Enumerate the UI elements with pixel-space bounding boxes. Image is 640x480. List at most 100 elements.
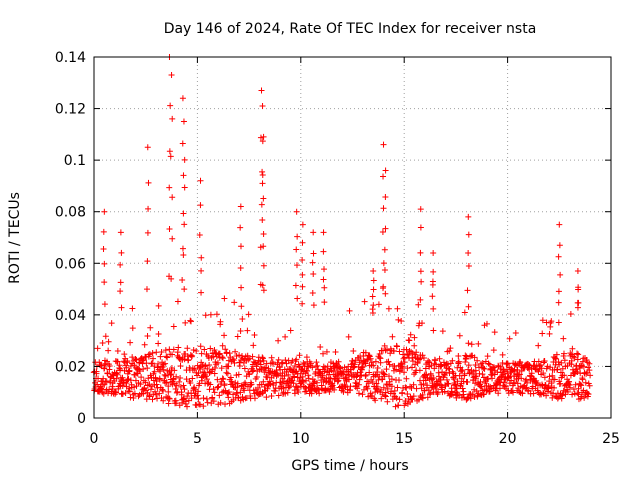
data-point [204, 365, 211, 372]
data-point [232, 348, 239, 355]
data-point [541, 374, 548, 381]
data-point [313, 359, 320, 366]
data-point [561, 372, 568, 379]
data-point [497, 363, 504, 370]
data-point [119, 390, 126, 397]
data-point [506, 335, 513, 342]
data-point [189, 375, 196, 382]
data-point [197, 343, 204, 350]
data-point [326, 388, 333, 395]
data-point [380, 173, 387, 180]
data-point [403, 384, 410, 391]
data-point [179, 245, 186, 252]
data-point [142, 379, 149, 386]
data-point [420, 354, 427, 361]
data-point [580, 363, 587, 370]
data-point [362, 349, 369, 356]
data-point [575, 385, 582, 392]
data-point [398, 318, 405, 325]
data-point [395, 377, 402, 384]
data-point [362, 360, 369, 367]
data-point [179, 140, 186, 147]
data-point [500, 382, 507, 389]
data-point [367, 390, 374, 397]
data-point [145, 353, 152, 360]
data-point [143, 360, 150, 367]
data-point [407, 331, 414, 338]
data-point [104, 370, 111, 377]
data-point [217, 399, 224, 406]
data-point [124, 359, 131, 366]
data-point [481, 365, 488, 372]
data-point [320, 276, 327, 283]
data-point [553, 351, 560, 358]
data-point [181, 386, 188, 393]
data-point [571, 371, 578, 378]
data-point [180, 210, 187, 217]
data-point [173, 400, 180, 407]
data-point [123, 364, 130, 371]
data-point [259, 354, 266, 361]
data-point [164, 354, 171, 361]
data-point [195, 388, 202, 395]
data-point [447, 360, 454, 367]
data-point [504, 370, 511, 377]
data-point [480, 365, 487, 372]
data-point [181, 156, 188, 163]
data-point [574, 304, 581, 311]
data-point [224, 370, 231, 377]
data-point [145, 205, 152, 212]
data-point [369, 293, 376, 300]
data-point [225, 363, 232, 370]
data-point [284, 389, 291, 396]
data-point [179, 277, 186, 284]
data-point [540, 389, 547, 396]
data-point [237, 243, 244, 250]
data-point [472, 367, 479, 374]
data-point [204, 399, 211, 406]
data-point [370, 286, 377, 293]
data-point [197, 366, 204, 373]
data-point [366, 369, 373, 376]
data-point [290, 380, 297, 387]
data-point [460, 388, 467, 395]
data-point [495, 362, 502, 369]
data-point [197, 202, 204, 209]
data-point [101, 279, 108, 286]
data-point [411, 334, 418, 341]
data-point [479, 371, 486, 378]
data-point [335, 358, 342, 365]
data-point [455, 353, 462, 360]
data-point [140, 357, 147, 364]
data-point [214, 359, 221, 366]
data-point [556, 221, 563, 228]
data-point [201, 363, 208, 370]
data-point [299, 300, 306, 307]
data-point [299, 283, 306, 290]
data-point [347, 383, 354, 390]
data-point [561, 357, 568, 364]
data-point [355, 390, 362, 397]
data-point [259, 138, 266, 145]
data-point [113, 389, 120, 396]
data-point [570, 353, 577, 360]
data-point [137, 367, 144, 374]
data-point [166, 395, 173, 402]
data-point [548, 318, 555, 325]
data-point [429, 293, 436, 300]
data-point [135, 393, 142, 400]
data-point [167, 102, 174, 109]
data-point [129, 305, 136, 312]
data-point [296, 352, 303, 359]
data-point [153, 391, 160, 398]
data-point [253, 373, 260, 380]
data-point [196, 231, 203, 238]
data-point [424, 382, 431, 389]
data-point [574, 350, 581, 357]
data-point [293, 356, 300, 363]
data-point [260, 230, 267, 237]
data-point [340, 369, 347, 376]
data-point [354, 385, 361, 392]
data-point [259, 180, 266, 187]
data-point [221, 332, 228, 339]
